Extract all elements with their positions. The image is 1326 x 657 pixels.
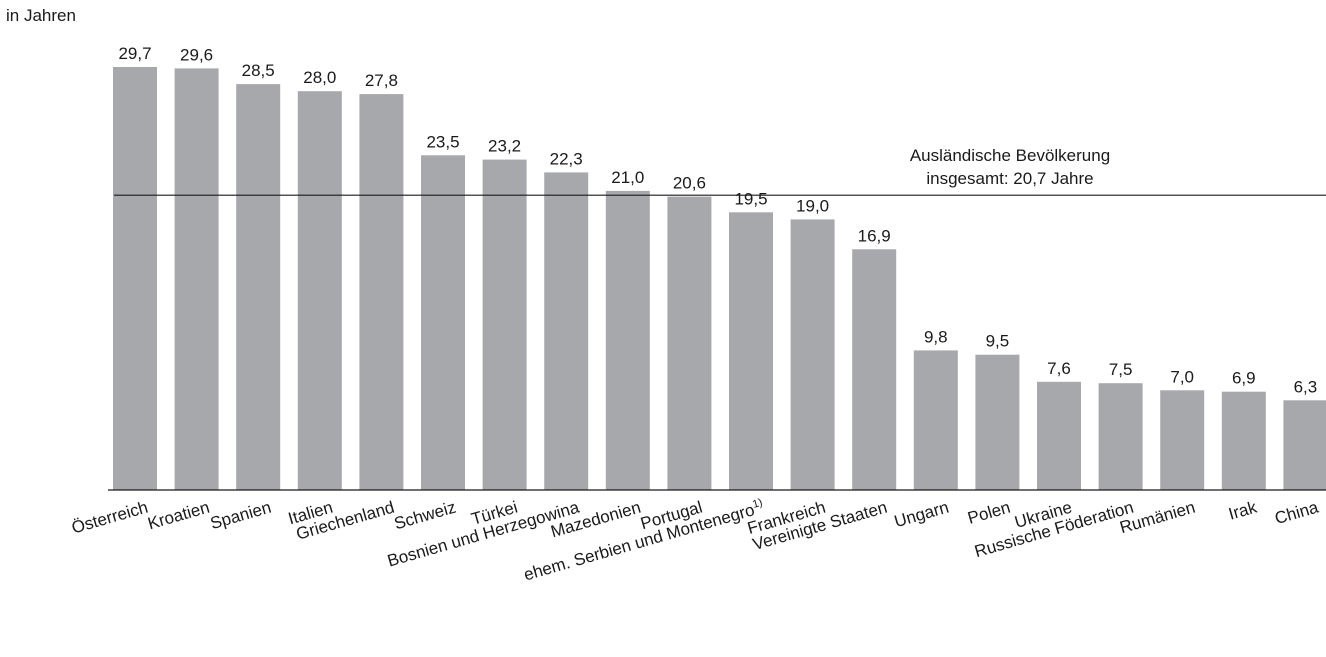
category-label: Ungarn <box>892 498 951 532</box>
bar <box>113 67 157 490</box>
category-label: Polen <box>965 498 1012 528</box>
value-label: 22,3 <box>550 149 583 168</box>
bar <box>852 249 897 490</box>
value-label: 16,9 <box>858 226 891 245</box>
y-axis-unit-label: in Jahren <box>6 6 76 25</box>
value-label: 7,0 <box>1170 367 1194 386</box>
value-labels-group: 29,7 29,6 28,5 28,0 27,8 23,5 23,2 22,3 21,0 20,6… <box>118 44 1317 396</box>
bar <box>1160 390 1205 490</box>
value-label: 29,6 <box>180 45 213 64</box>
category-label: Spanien <box>208 498 273 533</box>
category-label: China <box>1273 497 1321 528</box>
bar <box>790 219 835 490</box>
bar <box>975 354 1020 490</box>
value-label: 9,8 <box>924 327 948 346</box>
value-label: 28,5 <box>242 61 275 80</box>
reference-line-label-line1: Ausländische Bevölkerung <box>909 146 1111 166</box>
category-label: Kroatien <box>146 498 212 534</box>
footnote-mark: 1) <box>751 497 764 511</box>
value-label: 19,5 <box>734 189 767 208</box>
bar <box>729 212 773 491</box>
bar <box>605 190 650 490</box>
bar <box>297 91 342 490</box>
bars-group <box>113 67 1326 491</box>
bar <box>544 172 589 490</box>
bar <box>1283 400 1326 490</box>
bar <box>421 155 465 491</box>
reference-line-label-line2: insgesamt: 20,7 Jahre <box>926 169 1094 189</box>
value-label: 23,5 <box>426 132 459 151</box>
bar <box>482 159 527 490</box>
bar <box>1098 383 1143 490</box>
value-label: 19,0 <box>796 196 829 215</box>
bar <box>1221 391 1266 490</box>
value-label: 23,2 <box>488 137 521 156</box>
value-label: 20,6 <box>673 174 706 193</box>
value-label: 7,5 <box>1109 360 1133 379</box>
bar <box>174 68 219 491</box>
value-label: 29,7 <box>118 44 151 63</box>
bar <box>913 350 958 490</box>
category-label: Irak <box>1226 497 1259 523</box>
value-label: 27,8 <box>365 71 398 90</box>
category-label: Österreich <box>69 498 150 538</box>
category-label: Schweiz <box>392 498 458 534</box>
value-label: 28,0 <box>303 68 336 87</box>
value-label: 6,3 <box>1294 377 1318 396</box>
value-label: 7,6 <box>1047 359 1071 378</box>
value-label: 9,5 <box>986 332 1010 351</box>
value-label: 6,9 <box>1232 369 1256 388</box>
value-label: 21,0 <box>611 168 644 187</box>
bar <box>667 196 712 490</box>
bar <box>1037 381 1081 490</box>
bar <box>359 94 404 490</box>
bar <box>236 84 281 490</box>
